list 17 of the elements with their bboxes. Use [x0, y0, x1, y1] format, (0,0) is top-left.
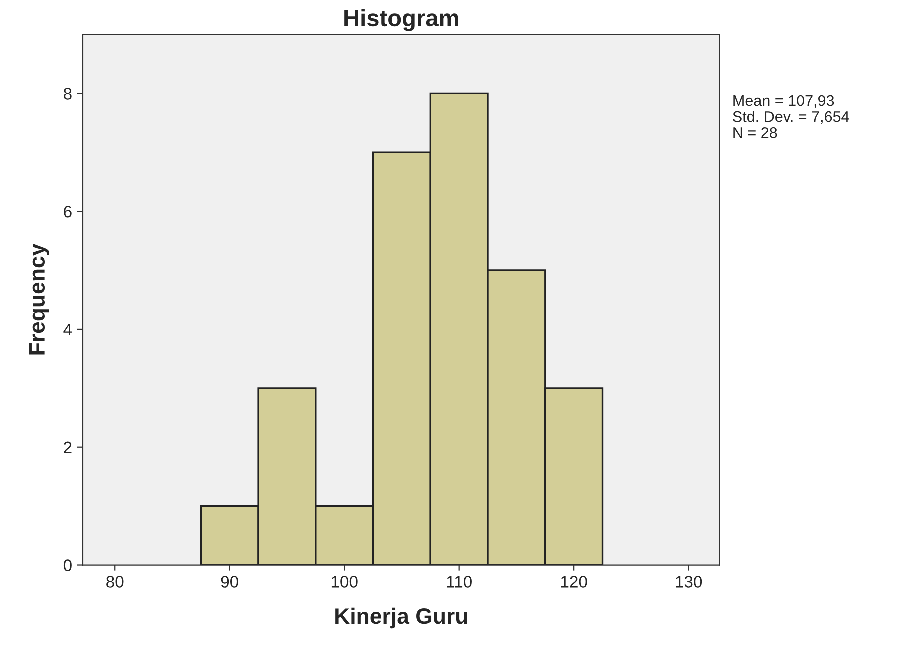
y-tick-label: 6	[64, 206, 72, 218]
x-axis-title: Kinerja Guru	[336, 608, 468, 629]
x-tick-label: 120	[561, 576, 588, 588]
x-tick-label: 90	[221, 576, 238, 588]
x-tick-label: 100	[332, 576, 358, 588]
x-tick-label: 80	[106, 576, 124, 588]
y-axis-title: Frequency	[30, 244, 50, 355]
y-tick-label: 8	[64, 88, 72, 100]
x-tick-label: 110	[447, 576, 472, 588]
text: Mean = 107,93	[734, 95, 834, 108]
y-tick-label: 2	[64, 442, 72, 454]
text: N = 28	[734, 127, 778, 138]
y-tick-label: 4	[64, 324, 72, 336]
y-tick-label: 0	[64, 560, 72, 572]
chart-title: Histogram	[344, 9, 458, 32]
x-tick-label: 130	[676, 576, 702, 588]
text: Std. Dev. = 7,654	[733, 111, 850, 124]
